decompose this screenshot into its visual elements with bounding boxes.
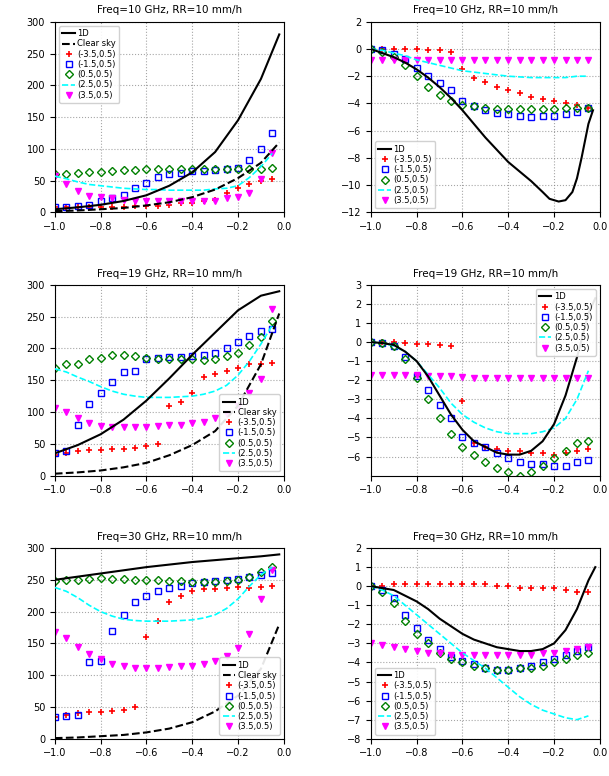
Legend: 1D, (-3.5,0.5), (-1.5,0.5), (0.5,0.5), (2.5,0.5), (3.5,0.5): 1D, (-3.5,0.5), (-1.5,0.5), (0.5,0.5), (… — [375, 667, 435, 735]
Title: Freq=30 GHz, RR=10 mm/h: Freq=30 GHz, RR=10 mm/h — [413, 532, 558, 542]
Title: Freq=19 GHz, RR=10 mm/h: Freq=19 GHz, RR=10 mm/h — [97, 268, 242, 279]
Title: Freq=10 GHz, RR=10 mm/h: Freq=10 GHz, RR=10 mm/h — [97, 5, 242, 16]
Legend: 1D, Clear sky, (-3.5,0.5), (-1.5,0.5), (0.5,0.5), (2.5,0.5), (3.5,0.5): 1D, Clear sky, (-3.5,0.5), (-1.5,0.5), (… — [219, 657, 280, 735]
Legend: 1D, Clear sky, (-3.5,0.5), (-1.5,0.5), (0.5,0.5), (2.5,0.5), (3.5,0.5): 1D, Clear sky, (-3.5,0.5), (-1.5,0.5), (… — [219, 394, 280, 472]
Legend: 1D, (-3.5,0.5), (-1.5,0.5), (0.5,0.5), (2.5,0.5), (3.5,0.5): 1D, (-3.5,0.5), (-1.5,0.5), (0.5,0.5), (… — [375, 141, 435, 208]
Title: Freq=19 GHz, RR=10 mm/h: Freq=19 GHz, RR=10 mm/h — [413, 268, 558, 279]
Title: Freq=10 GHz, RR=10 mm/h: Freq=10 GHz, RR=10 mm/h — [413, 5, 558, 16]
Legend: 1D, Clear sky, (-3.5,0.5), (-1.5,0.5), (0.5,0.5), (2.5,0.5), (3.5,0.5): 1D, Clear sky, (-3.5,0.5), (-1.5,0.5), (… — [59, 26, 119, 103]
Legend: 1D, (-3.5,0.5), (-1.5,0.5), (0.5,0.5), (2.5,0.5), (3.5,0.5): 1D, (-3.5,0.5), (-1.5,0.5), (0.5,0.5), (… — [535, 289, 596, 356]
Title: Freq=30 GHz, RR=10 mm/h: Freq=30 GHz, RR=10 mm/h — [97, 532, 242, 542]
